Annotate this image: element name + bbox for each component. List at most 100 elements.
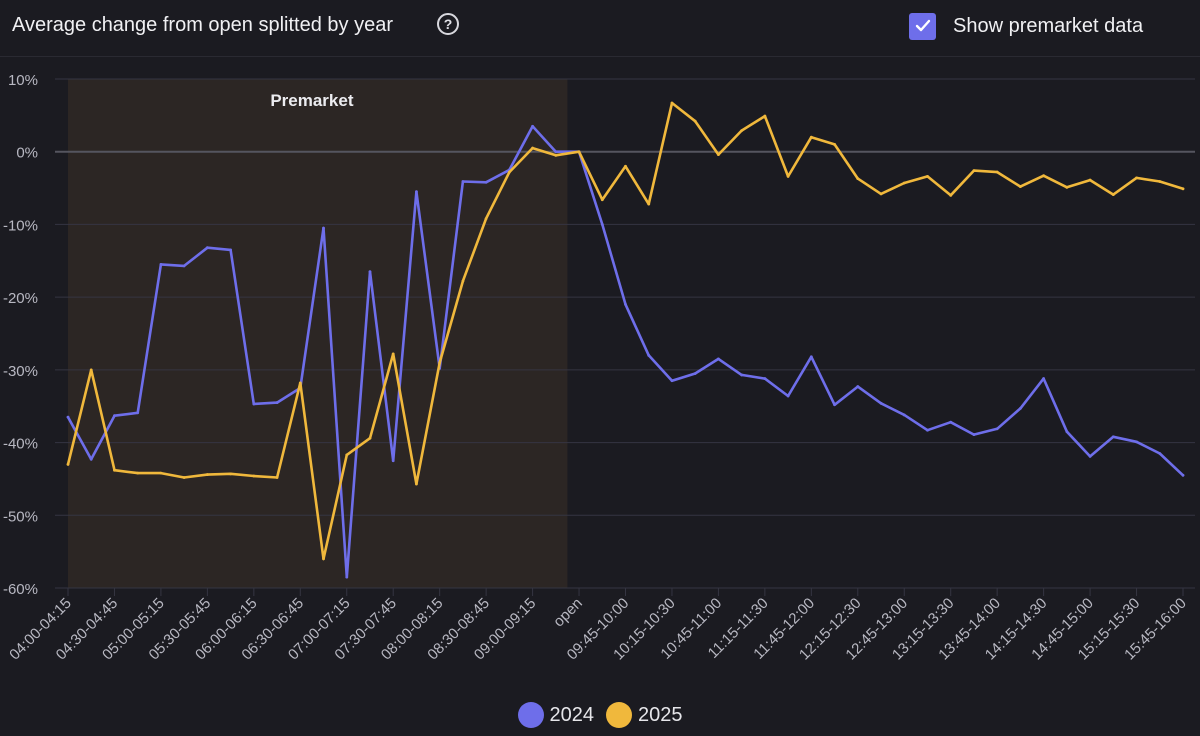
data-point <box>809 355 813 359</box>
data-point <box>252 474 256 478</box>
data-point <box>531 124 534 128</box>
y-tick-label: -50% <box>3 508 38 525</box>
data-point <box>717 153 720 157</box>
data-point <box>368 436 372 440</box>
y-tick-label: -40% <box>3 436 38 453</box>
data-point <box>879 192 883 196</box>
x-axis-labels: 04:00-04:1504:30-04:4505:00-05:1505:30-0… <box>6 588 1190 663</box>
data-point <box>229 248 233 252</box>
data-point <box>391 352 395 356</box>
data-point <box>484 217 488 221</box>
data-point <box>995 170 999 174</box>
data-point <box>322 226 325 230</box>
data-point <box>66 415 70 419</box>
y-grid <box>55 78 1195 589</box>
data-point <box>1135 440 1138 444</box>
chart-legend: 2024 2025 <box>0 700 1200 730</box>
series-2024 <box>66 124 1185 579</box>
data-point <box>926 428 929 432</box>
show-premarket-toggle[interactable]: Show premarket data <box>909 12 1143 40</box>
data-point <box>345 575 349 579</box>
y-tick-label: -20% <box>3 290 38 307</box>
data-point <box>1158 180 1162 183</box>
data-point <box>554 150 558 154</box>
data-point <box>670 379 674 383</box>
line-chart: Premarket 10% 0% -10% -20% -30% -40% -50% -60%04… <box>3 72 1195 663</box>
data-point <box>856 385 860 388</box>
data-point <box>182 264 186 268</box>
question-circle-icon[interactable]: ? <box>437 13 459 35</box>
data-point <box>89 368 93 372</box>
premarket-checkbox[interactable] <box>909 12 936 40</box>
data-point <box>113 414 116 418</box>
series-2025 <box>66 101 1185 561</box>
data-point <box>415 190 418 194</box>
data-point <box>1158 452 1162 455</box>
data-point <box>670 101 674 105</box>
data-point <box>136 411 140 415</box>
data-point <box>693 119 697 123</box>
data-point <box>1135 176 1138 180</box>
data-point <box>205 473 209 476</box>
data-point <box>600 223 604 226</box>
data-point <box>809 135 813 139</box>
data-point <box>531 146 534 150</box>
legend-swatch-2025 <box>606 702 632 728</box>
y-axis-labels: 10% 0% -10% -20% -30% -40% -50% -60% <box>3 72 38 598</box>
data-point <box>1111 193 1115 197</box>
chart-title: Average change from open splitted by yea… <box>12 14 393 36</box>
premarket-band-label: Premarket <box>270 91 354 110</box>
data-point <box>833 143 836 146</box>
data-point <box>66 462 70 466</box>
data-point <box>159 471 163 475</box>
data-point <box>275 401 279 404</box>
data-point <box>972 169 976 173</box>
data-point <box>1088 454 1092 458</box>
data-point <box>415 482 418 486</box>
data-point <box>298 381 302 385</box>
data-point <box>1042 377 1046 380</box>
data-point <box>345 453 349 457</box>
data-point <box>1088 178 1092 182</box>
data-point <box>856 177 860 181</box>
data-point <box>833 403 836 407</box>
data-point <box>902 413 906 417</box>
data-point <box>205 246 209 250</box>
legend-item-2025[interactable]: 2025 <box>606 702 683 728</box>
data-point <box>89 457 93 461</box>
data-point <box>647 353 651 357</box>
data-point <box>647 202 651 206</box>
y-tick-label: 10% <box>8 72 38 89</box>
data-point <box>554 153 558 157</box>
data-point <box>740 373 744 377</box>
data-point <box>786 175 790 178</box>
legend-item-2024[interactable]: 2024 <box>517 702 595 728</box>
data-point <box>113 468 116 472</box>
data-point <box>926 175 929 178</box>
data-point <box>740 129 744 133</box>
x-tick-label: open <box>550 595 586 631</box>
data-point <box>182 476 186 479</box>
data-point <box>275 476 279 479</box>
data-point <box>368 270 372 274</box>
data-point <box>995 427 999 431</box>
data-point <box>229 472 233 476</box>
data-point <box>1065 185 1069 189</box>
data-point <box>1042 174 1046 178</box>
data-point <box>322 557 325 561</box>
data-point <box>763 114 767 118</box>
data-point <box>949 193 953 197</box>
data-point <box>1018 406 1022 410</box>
y-tick-label: -10% <box>3 217 38 234</box>
data-point <box>879 401 883 405</box>
y-tick-label: 0% <box>16 145 38 162</box>
data-point <box>159 263 163 266</box>
data-point <box>461 279 465 283</box>
data-point <box>624 303 627 306</box>
data-point <box>136 471 140 475</box>
data-point <box>461 180 465 183</box>
data-point <box>391 459 395 463</box>
legend-label-2024: 2024 <box>549 703 595 726</box>
data-point <box>972 433 976 436</box>
data-point <box>1111 435 1115 439</box>
